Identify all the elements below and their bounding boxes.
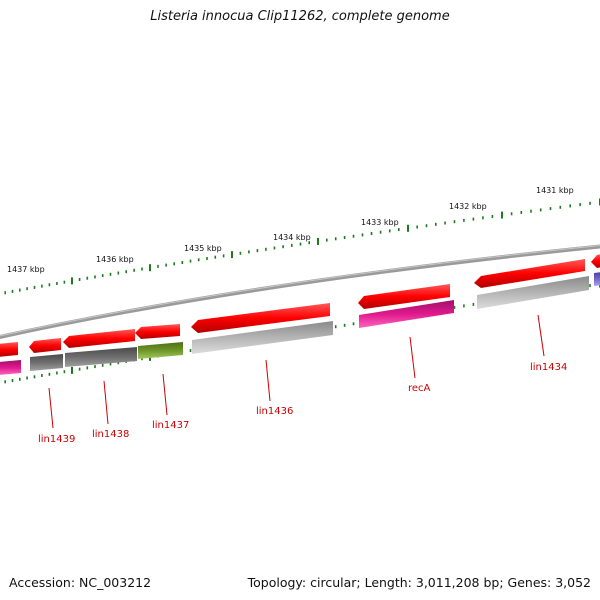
kbp-label-1432: 1432 kbp bbox=[449, 202, 487, 211]
gene-label-lin1439: lin1439 bbox=[38, 434, 75, 445]
category-magenta-recA bbox=[359, 300, 454, 328]
forward-gene-lin1434[interactable] bbox=[474, 259, 585, 288]
forward-gene-2[interactable] bbox=[591, 254, 600, 268]
map-title: Listeria innocua Clip11262, complete gen… bbox=[150, 9, 450, 24]
category-light-lin1434 bbox=[477, 276, 589, 309]
gene-label-lin1438: lin1438 bbox=[92, 429, 129, 440]
gene-label-recA: recA bbox=[408, 383, 431, 394]
category-purple-1 bbox=[594, 272, 600, 286]
forward-gene-1[interactable] bbox=[0, 342, 18, 357]
footer-accession: Accession: NC_003212 bbox=[9, 575, 152, 590]
footer-stats: Topology: circular; Length: 3,011,208 bp… bbox=[247, 575, 591, 590]
kbp-label-1433: 1433 kbp bbox=[361, 218, 399, 227]
leader-recA bbox=[409, 336, 416, 379]
category-dark-lin1438 bbox=[65, 347, 137, 367]
leader-lin1436 bbox=[265, 359, 271, 402]
leader-lin1437 bbox=[162, 373, 168, 416]
category-light-lin1436 bbox=[192, 321, 333, 354]
category-magenta-1 bbox=[0, 360, 21, 375]
gene-label-lin1436: lin1436 bbox=[256, 406, 293, 417]
forward-gene-lin1437[interactable] bbox=[135, 324, 180, 339]
forward-gene-lin1438[interactable] bbox=[63, 329, 135, 348]
kbp-label-1436: 1436 kbp bbox=[96, 255, 134, 264]
genome-backbone bbox=[0, 244, 600, 339]
genome-backbone-highlight bbox=[0, 245, 600, 337]
leader-lin1438 bbox=[103, 380, 109, 425]
kbp-label-1435: 1435 kbp bbox=[184, 244, 222, 253]
kbp-label-1431: 1431 kbp bbox=[536, 186, 574, 195]
forward-gene-recA[interactable] bbox=[358, 284, 450, 309]
leader-lin1439 bbox=[48, 387, 54, 429]
category-dark-lin1439 bbox=[30, 354, 63, 371]
kbp-label-1437: 1437 kbp bbox=[7, 265, 45, 274]
gene-label-lin1437: lin1437 bbox=[152, 420, 189, 431]
gene-label-lin1434: lin1434 bbox=[530, 362, 567, 373]
leader-lin1434 bbox=[537, 314, 545, 357]
category-olive-lin1437 bbox=[138, 342, 183, 359]
kbp-label-1434: 1434 kbp bbox=[273, 233, 311, 242]
forward-gene-lin1439[interactable] bbox=[29, 338, 61, 353]
upper-tick-ruler bbox=[4, 198, 600, 295]
forward-gene-lin1436[interactable] bbox=[191, 303, 330, 333]
